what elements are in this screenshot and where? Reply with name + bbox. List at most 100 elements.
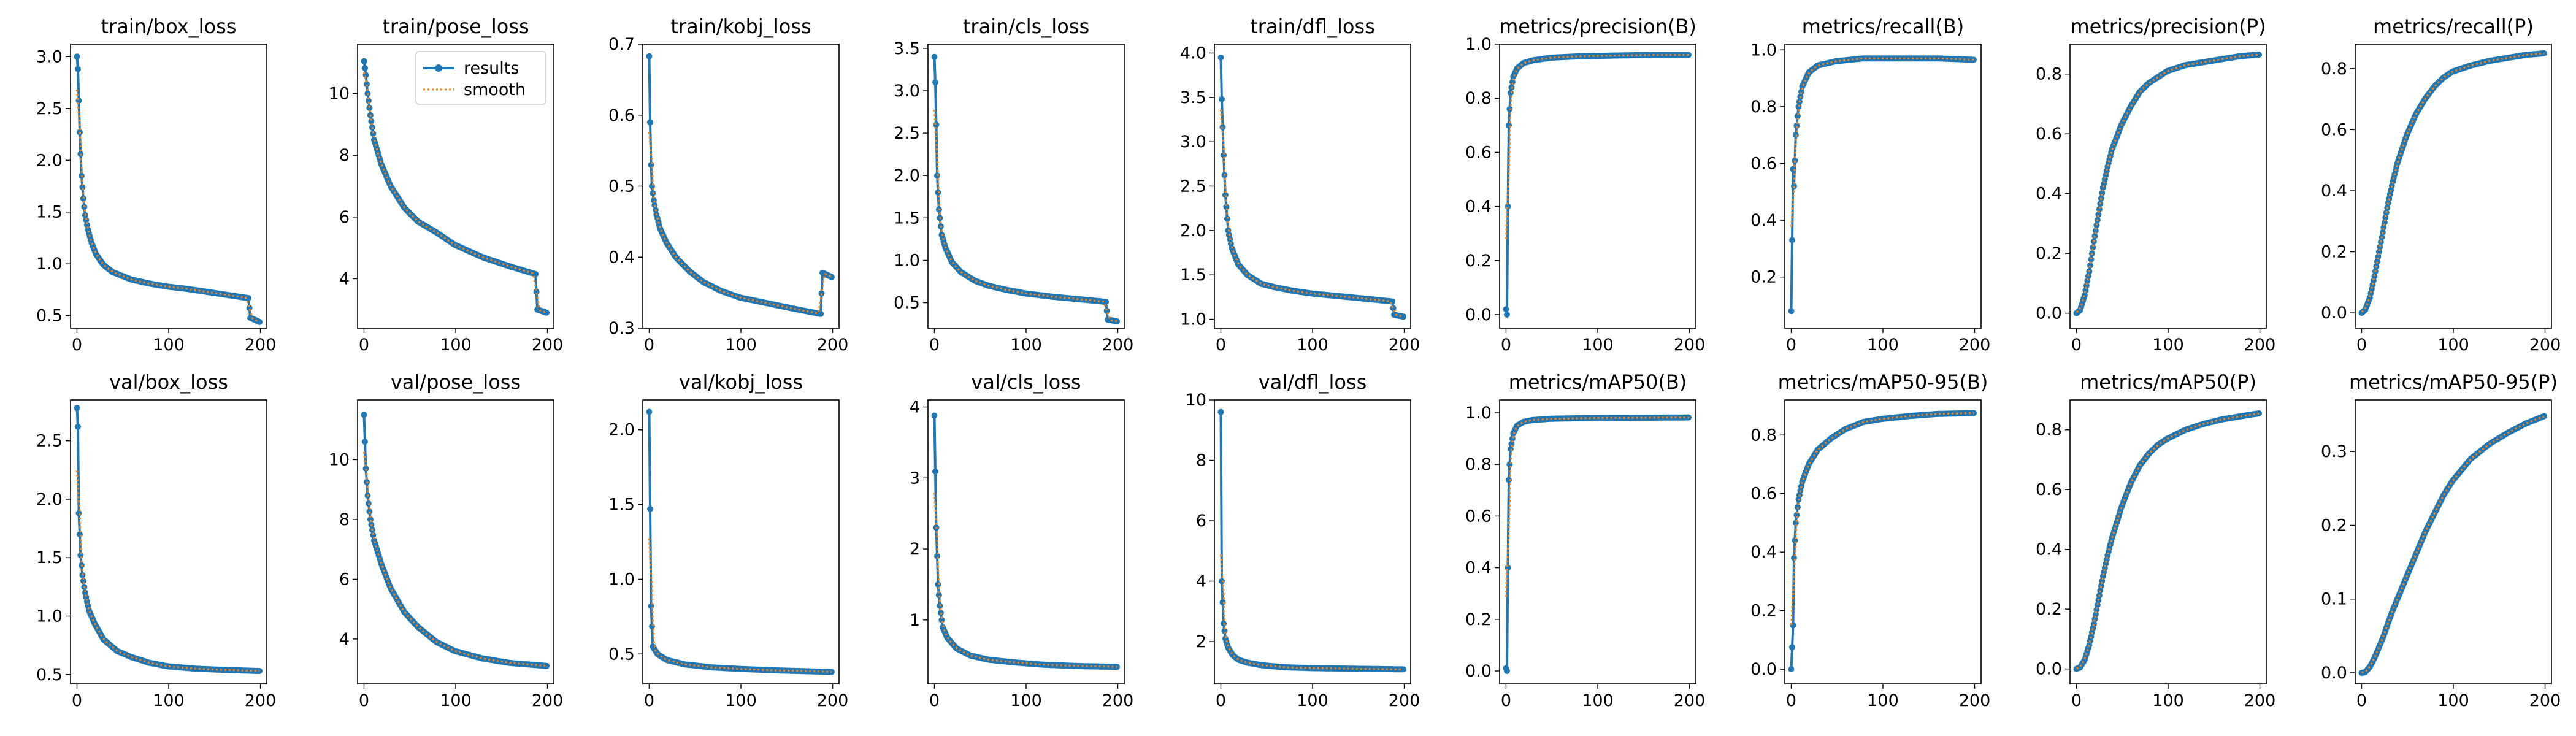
plot-frame <box>2069 44 2267 329</box>
results-line <box>2361 52 2545 314</box>
data-point <box>1390 305 1397 312</box>
data-point <box>1114 318 1120 324</box>
x-tick-label: 100 <box>1297 691 1328 710</box>
y-tick-label: 0.6 <box>2321 120 2347 139</box>
y-tick-label: 0.2 <box>1465 251 1492 270</box>
x-tick-label: 0 <box>1786 335 1796 355</box>
x-tick-label: 100 <box>440 691 472 710</box>
y-tick-label: 3.5 <box>894 39 920 58</box>
data-point <box>368 118 375 125</box>
results-series <box>646 53 835 317</box>
y-tick-label: 0.2 <box>1750 268 1777 287</box>
data-point <box>1788 666 1795 673</box>
data-point <box>532 270 539 277</box>
results-series <box>931 412 1120 670</box>
x-tick-label: 100 <box>1867 691 1899 710</box>
results-series <box>2073 410 2262 672</box>
x-tick-label: 0 <box>929 691 940 710</box>
x-tick-label: 100 <box>1582 335 1614 355</box>
data-point <box>1224 215 1230 222</box>
results-series <box>931 53 1120 324</box>
plot-frame <box>2069 399 2267 684</box>
y-tick-label: 0.8 <box>2321 59 2347 79</box>
subplot: metrics/precision(P) 0 100 200 0.0 0.2 0.4 0.6 0… <box>2036 15 2275 355</box>
y-tick-label: 2.0 <box>608 421 635 440</box>
y-tick-label: 0.0 <box>2321 304 2347 323</box>
x-tick-label: 100 <box>725 691 757 710</box>
plot-frame <box>1784 399 1982 684</box>
data-point <box>1223 204 1230 210</box>
x-tick-label: 200 <box>1389 691 1420 710</box>
y-tick-label: 0.0 <box>1750 660 1777 679</box>
x-tick-label: 100 <box>2437 335 2469 355</box>
y-tick-label: 1.0 <box>1750 40 1777 59</box>
subplot: train/cls_loss 0 100 200 0.5 1.0 1.5 2.0 2.5 3.0 3… <box>894 15 1133 355</box>
data-point <box>543 662 550 669</box>
subplot-title: metrics/precision(B) <box>1499 15 1696 38</box>
y-tick-label: 8 <box>339 510 350 529</box>
data-point <box>2541 413 2547 420</box>
smooth-line <box>2361 52 2545 313</box>
plot-frame <box>1214 44 1411 329</box>
y-tick-label: 6 <box>339 208 350 227</box>
smooth-line <box>363 72 547 313</box>
smooth-line <box>363 451 547 667</box>
y-tick-label: 0.2 <box>1750 602 1777 621</box>
y-tick-label: 0.2 <box>1465 610 1492 629</box>
y-tick-label: 2 <box>910 540 920 559</box>
y-tick-label: 2.5 <box>36 432 63 451</box>
x-tick-label: 0 <box>1216 335 1226 355</box>
y-tick-label: 3.5 <box>1180 88 1206 107</box>
data-point <box>818 310 824 317</box>
y-tick-label: 1.5 <box>36 203 63 222</box>
subplot-title: metrics/mAP50(B) <box>1509 370 1687 394</box>
y-tick-label: 1.0 <box>608 570 635 589</box>
plot-frame <box>642 399 840 684</box>
data-point <box>365 98 372 104</box>
smooth-line <box>1220 554 1403 670</box>
data-point <box>829 274 835 280</box>
y-tick-label: 1.5 <box>608 496 635 515</box>
plot-frame <box>1214 399 1411 684</box>
x-tick-label: 0 <box>2071 335 2082 355</box>
subplot: train/kobj_loss 0 100 200 0.3 0.4 0.5 0.6 0.7 <box>608 15 848 355</box>
plot-frame <box>70 399 267 684</box>
legend-smooth-label: smooth <box>464 80 526 99</box>
legend-results-label: results <box>464 59 519 78</box>
results-line <box>1505 416 1689 672</box>
data-point <box>818 290 825 297</box>
data-point <box>931 53 938 60</box>
data-point <box>370 130 377 137</box>
data-point <box>1221 151 1227 158</box>
data-point <box>2382 214 2389 221</box>
y-tick-label: 4 <box>910 398 920 417</box>
y-tick-label: 0.0 <box>1465 305 1492 324</box>
y-tick-label: 0.6 <box>2036 480 2062 499</box>
x-tick-label: 100 <box>1297 335 1328 355</box>
data-point <box>1217 408 1224 415</box>
x-tick-label: 0 <box>72 691 82 710</box>
x-tick-label: 100 <box>2437 691 2469 710</box>
x-tick-label: 200 <box>532 691 564 710</box>
data-point <box>1506 105 1513 112</box>
y-tick-label: 0.6 <box>2036 125 2062 144</box>
plot-frame <box>357 399 554 684</box>
data-point <box>1103 299 1110 305</box>
y-tick-label: 0.1 <box>2321 590 2347 609</box>
smooth-line <box>1790 57 1974 227</box>
y-tick-label: 10 <box>1186 391 1206 410</box>
legend-box <box>415 51 546 105</box>
y-tick-label: 6 <box>1196 512 1206 531</box>
smooth-line <box>933 110 1117 322</box>
results-series <box>646 408 835 675</box>
smooth-line <box>1505 416 1689 597</box>
x-tick-label: 0 <box>929 335 940 355</box>
y-tick-label: 2.0 <box>894 166 920 185</box>
y-tick-label: 0.4 <box>1465 559 1492 578</box>
smooth-line <box>1220 109 1404 318</box>
results-series <box>1217 408 1406 673</box>
data-point <box>256 318 263 325</box>
results-line <box>648 412 832 673</box>
subplot: metrics/recall(P) 0 100 200 0.0 0.2 0.4 0.6 0.8 <box>2321 15 2561 355</box>
y-tick-label: 0.0 <box>2321 664 2347 683</box>
